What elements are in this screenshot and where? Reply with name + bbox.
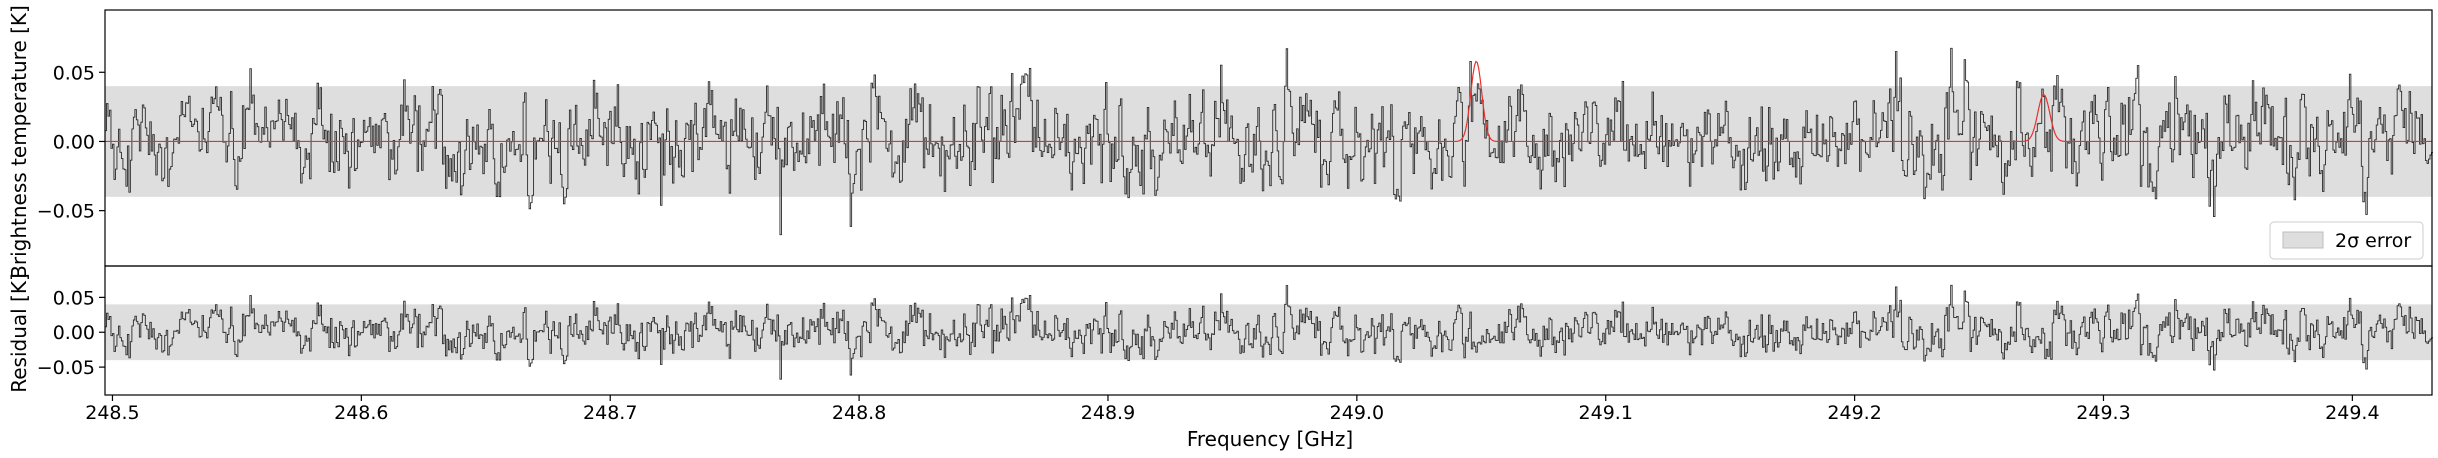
x-tick-label: 249.4 bbox=[2325, 402, 2379, 424]
y-tick-label: 0.00 bbox=[53, 131, 95, 153]
y-tick-label: 0.05 bbox=[53, 287, 95, 309]
x-tick-label: 248.6 bbox=[334, 402, 388, 424]
x-tick-label: 248.5 bbox=[85, 402, 139, 424]
ylabel-residual: Residual [K] bbox=[7, 273, 31, 393]
x-tick-label: 249.2 bbox=[1827, 402, 1881, 424]
legend: 2σ error bbox=[2269, 221, 2424, 260]
y-tick-label: 0.05 bbox=[53, 62, 95, 84]
y-tick-label: 0.00 bbox=[53, 322, 95, 344]
x-tick-label: 248.9 bbox=[1081, 402, 1135, 424]
frame-residual bbox=[104, 265, 2433, 396]
legend-label: 2σ error bbox=[2335, 230, 2411, 252]
x-tick-label: 249.0 bbox=[1330, 402, 1384, 424]
residual-panel: 0.05 0.00 −0.05 248.5 248.6 248.7 248.8 248.9 24… bbox=[37, 265, 2433, 424]
xlabel: Frequency [GHz] bbox=[1187, 427, 1353, 451]
series-model bbox=[105, 60, 2432, 143]
x-tick-label: 249.3 bbox=[2076, 402, 2130, 424]
ylabel-spectrum: Brightness temperature [K] bbox=[7, 5, 31, 279]
spectrum-panel: 0.05 0.00 −0.05 bbox=[37, 9, 2433, 267]
series-residual bbox=[105, 284, 2433, 380]
legend-swatch bbox=[2282, 231, 2324, 249]
noise-band-residual bbox=[105, 304, 2432, 361]
y-tick-label: −0.05 bbox=[37, 357, 95, 379]
legend-frame bbox=[2269, 221, 2424, 260]
x-tick-label: 249.1 bbox=[1579, 402, 1633, 424]
x-tick-label: 248.7 bbox=[583, 402, 637, 424]
y-tick-label: −0.05 bbox=[37, 201, 95, 223]
x-tick-label: 248.8 bbox=[832, 402, 886, 424]
